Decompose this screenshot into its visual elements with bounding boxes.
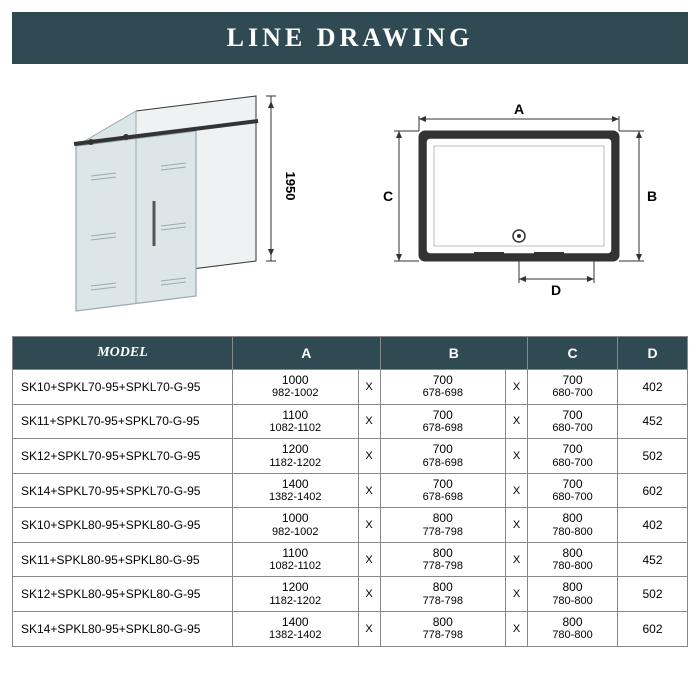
cell-x: X xyxy=(506,439,528,474)
cell-x: X xyxy=(358,508,380,543)
cell-c: 800780-800 xyxy=(528,612,618,647)
table-row: SK14+SPKL80-95+SPKL80-G-9514001382-1402X… xyxy=(13,612,688,647)
dim-c-label: C xyxy=(383,188,393,204)
th-model: MODEL xyxy=(13,337,233,370)
cell-x: X xyxy=(358,542,380,577)
height-label: 1950 xyxy=(283,172,298,201)
table-row: SK10+SPKL80-95+SPKL80-G-951000982-1002X8… xyxy=(13,508,688,543)
cell-model: SK12+SPKL80-95+SPKL80-G-95 xyxy=(13,577,233,612)
cell-b: 700678-698 xyxy=(380,439,506,474)
cell-d: 452 xyxy=(618,404,688,439)
spec-table: MODEL A B C D SK10+SPKL70-95+SPKL70-G-95… xyxy=(12,336,688,647)
cell-b: 700678-698 xyxy=(380,404,506,439)
cell-x: X xyxy=(506,404,528,439)
cell-x: X xyxy=(506,542,528,577)
cell-c: 700680-700 xyxy=(528,370,618,405)
table-row: SK11+SPKL70-95+SPKL70-G-9511001082-1102X… xyxy=(13,404,688,439)
cell-a: 11001082-1102 xyxy=(233,542,359,577)
diagram-top: A C B xyxy=(364,101,664,301)
cell-b: 800778-798 xyxy=(380,612,506,647)
cell-b: 800778-798 xyxy=(380,577,506,612)
cell-a: 12001182-1202 xyxy=(233,577,359,612)
table-row: SK12+SPKL70-95+SPKL70-G-9512001182-1202X… xyxy=(13,439,688,474)
cell-x: X xyxy=(358,612,380,647)
cell-x: X xyxy=(506,577,528,612)
cell-d: 602 xyxy=(618,612,688,647)
cell-a: 1000982-1002 xyxy=(233,508,359,543)
table-body: SK10+SPKL70-95+SPKL70-G-951000982-1002X7… xyxy=(13,370,688,647)
cell-d: 402 xyxy=(618,370,688,405)
cell-x: X xyxy=(506,508,528,543)
cell-a: 1000982-1002 xyxy=(233,370,359,405)
cell-c: 700680-700 xyxy=(528,473,618,508)
cell-model: SK11+SPKL80-95+SPKL80-G-95 xyxy=(13,542,233,577)
cell-x: X xyxy=(506,612,528,647)
cell-x: X xyxy=(358,473,380,508)
th-d: D xyxy=(618,337,688,370)
cell-c: 800780-800 xyxy=(528,508,618,543)
cell-c: 700680-700 xyxy=(528,404,618,439)
cell-a: 11001082-1102 xyxy=(233,404,359,439)
cell-a: 14001382-1402 xyxy=(233,612,359,647)
cell-b: 700678-698 xyxy=(380,370,506,405)
th-b: B xyxy=(380,337,528,370)
cell-x: X xyxy=(506,370,528,405)
cell-x: X xyxy=(358,439,380,474)
cell-c: 700680-700 xyxy=(528,439,618,474)
table-row: SK10+SPKL70-95+SPKL70-G-951000982-1002X7… xyxy=(13,370,688,405)
cell-x: X xyxy=(358,370,380,405)
table-header-row: MODEL A B C D xyxy=(13,337,688,370)
cell-model: SK10+SPKL70-95+SPKL70-G-95 xyxy=(13,370,233,405)
table-row: SK11+SPKL80-95+SPKL80-G-9511001082-1102X… xyxy=(13,542,688,577)
cell-b: 700678-698 xyxy=(380,473,506,508)
cell-model: SK11+SPKL70-95+SPKL70-G-95 xyxy=(13,404,233,439)
cell-b: 800778-798 xyxy=(380,508,506,543)
table-row: SK14+SPKL70-95+SPKL70-G-9514001382-1402X… xyxy=(13,473,688,508)
th-c: C xyxy=(528,337,618,370)
cell-model: SK10+SPKL80-95+SPKL80-G-95 xyxy=(13,508,233,543)
cell-x: X xyxy=(358,404,380,439)
table-row: SK12+SPKL80-95+SPKL80-G-9512001182-1202X… xyxy=(13,577,688,612)
cell-c: 800780-800 xyxy=(528,542,618,577)
cell-model: SK14+SPKL70-95+SPKL70-G-95 xyxy=(13,473,233,508)
diagrams-row: 1950 A C xyxy=(12,76,688,326)
cell-d: 602 xyxy=(618,473,688,508)
cell-d: 402 xyxy=(618,508,688,543)
cell-a: 12001182-1202 xyxy=(233,439,359,474)
cell-x: X xyxy=(358,577,380,612)
cell-a: 14001382-1402 xyxy=(233,473,359,508)
diagram-top-svg: A C B xyxy=(364,101,664,301)
title-banner: LINE DRAWING xyxy=(12,12,688,64)
cell-x: X xyxy=(506,473,528,508)
dim-d-label: D xyxy=(551,282,561,298)
cell-d: 502 xyxy=(618,439,688,474)
cell-model: SK12+SPKL70-95+SPKL70-G-95 xyxy=(13,439,233,474)
cell-d: 452 xyxy=(618,542,688,577)
diagram-3d: 1950 xyxy=(36,86,316,316)
cell-c: 800780-800 xyxy=(528,577,618,612)
diagram-3d-svg: 1950 xyxy=(36,86,316,316)
dim-b-label: B xyxy=(647,188,657,204)
cell-d: 502 xyxy=(618,577,688,612)
th-a: A xyxy=(233,337,381,370)
cell-model: SK14+SPKL80-95+SPKL80-G-95 xyxy=(13,612,233,647)
dim-a-label: A xyxy=(514,101,524,117)
cell-b: 800778-798 xyxy=(380,542,506,577)
